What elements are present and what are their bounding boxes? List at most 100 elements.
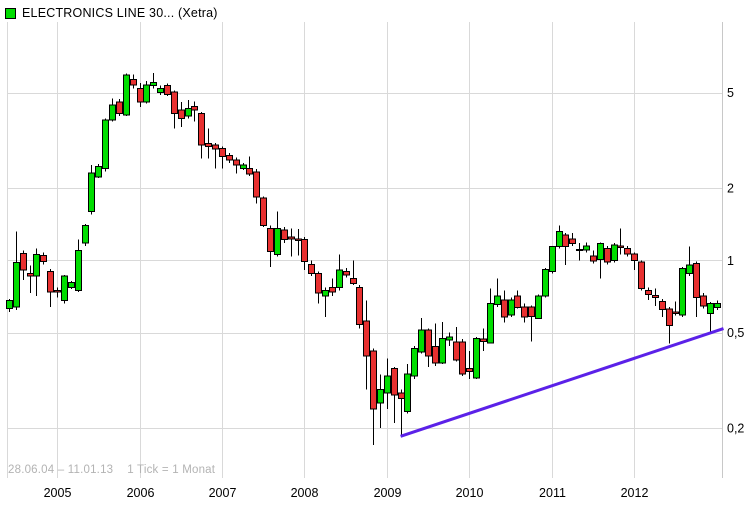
candle-up [583, 245, 590, 251]
candle-up [157, 87, 164, 94]
candle-down [590, 255, 597, 262]
candle-down [54, 289, 61, 293]
candle-down [205, 142, 212, 148]
candle-down [514, 295, 521, 308]
x-axis-label: 2010 [456, 486, 484, 500]
y-axis-label: 2 [727, 182, 734, 196]
candle-up [556, 231, 563, 248]
candle-up [707, 303, 714, 315]
tick-interval-label: 1 Tick = 1 Monat [127, 464, 216, 476]
candle-down [27, 273, 34, 277]
candle-up [679, 267, 686, 316]
candle-down [137, 87, 144, 103]
candle-down [363, 320, 370, 357]
candle-up [508, 299, 515, 316]
candle-down [693, 262, 700, 299]
candle-down [356, 287, 363, 326]
candle-down [350, 278, 357, 285]
candle-down [164, 85, 171, 96]
candle-up [82, 224, 89, 244]
x-axis-label: 2012 [621, 486, 649, 500]
candle-up [336, 269, 343, 289]
candle-up [102, 119, 109, 169]
chart-header: ELECTRONICS LINE 30... (Xetra) [5, 6, 218, 20]
candle-up [274, 227, 281, 255]
candle-up [542, 268, 549, 297]
candle-down [260, 197, 267, 226]
candle-down [604, 247, 611, 263]
candle-down [20, 252, 27, 271]
candle-down [617, 245, 624, 249]
candle-up [61, 275, 68, 302]
y-axis-label: 5 [727, 86, 734, 100]
candle-up [714, 303, 721, 308]
chart-footer: 28.06.04 – 11.01.13 1 Tick = 1 Monat [8, 464, 229, 476]
candle-down [308, 264, 315, 275]
candle-down [631, 253, 638, 261]
candle-down [301, 239, 308, 262]
candle-up [384, 375, 391, 394]
x-axis-label: 2009 [374, 486, 402, 500]
candle-down [645, 289, 652, 296]
candle-down [281, 229, 288, 241]
candle-down [171, 91, 178, 114]
series-legend-swatch-icon [5, 7, 16, 19]
x-axis-label: 2011 [539, 486, 566, 500]
chart-title: ELECTRONICS LINE 30... (Xetra) [22, 6, 218, 20]
candle-down [219, 147, 226, 157]
candle-up [68, 281, 75, 289]
candle-down [453, 341, 460, 361]
candle-up [33, 253, 40, 277]
trendline [400, 327, 724, 438]
candle-down [638, 261, 645, 289]
candle-up [411, 347, 418, 377]
candle-up [597, 242, 604, 260]
candle-up [109, 104, 116, 121]
candle-up [95, 166, 102, 178]
date-range-label: 28.06.04 – 11.01.13 [8, 464, 114, 476]
candle-down [329, 287, 336, 293]
candle-down [267, 227, 274, 252]
candle-down [288, 236, 295, 240]
candle-down [398, 392, 405, 399]
x-axis-label: 2008 [291, 486, 319, 500]
candle-up [6, 300, 13, 310]
candle-up [549, 246, 556, 273]
candle-up [75, 249, 82, 291]
y-axis-label: 0,2 [727, 422, 744, 436]
candle-down [659, 300, 666, 311]
y-axis-label: 1 [727, 254, 734, 268]
candle-down [480, 338, 487, 342]
candle-down [198, 112, 205, 146]
candle-up [123, 74, 130, 116]
candle-up [686, 264, 693, 275]
candle-up [473, 337, 480, 379]
candle-down [116, 101, 123, 114]
candle-down [425, 329, 432, 357]
candle-up [494, 295, 501, 306]
candle-down [666, 308, 673, 327]
candle-down [521, 306, 528, 318]
candle-up [404, 373, 411, 412]
candle-down [47, 270, 54, 293]
candle-down [40, 254, 47, 262]
candle-down [295, 238, 302, 242]
candle-up [611, 244, 618, 261]
candle-down [178, 109, 185, 119]
candle-up [322, 289, 329, 297]
candle-down [130, 79, 137, 86]
candle-down [624, 247, 631, 255]
candle-down [253, 171, 260, 198]
candle-down [466, 367, 473, 372]
x-axis-label: 2006 [127, 486, 155, 500]
candle-down [432, 346, 439, 364]
candle-down [226, 155, 233, 161]
candle-down [315, 273, 322, 294]
candle-up [439, 337, 446, 364]
candle-down [191, 106, 198, 111]
candle-up [88, 172, 95, 212]
candle-down [212, 144, 219, 150]
candle-down [672, 311, 679, 315]
candle-down [569, 238, 576, 244]
